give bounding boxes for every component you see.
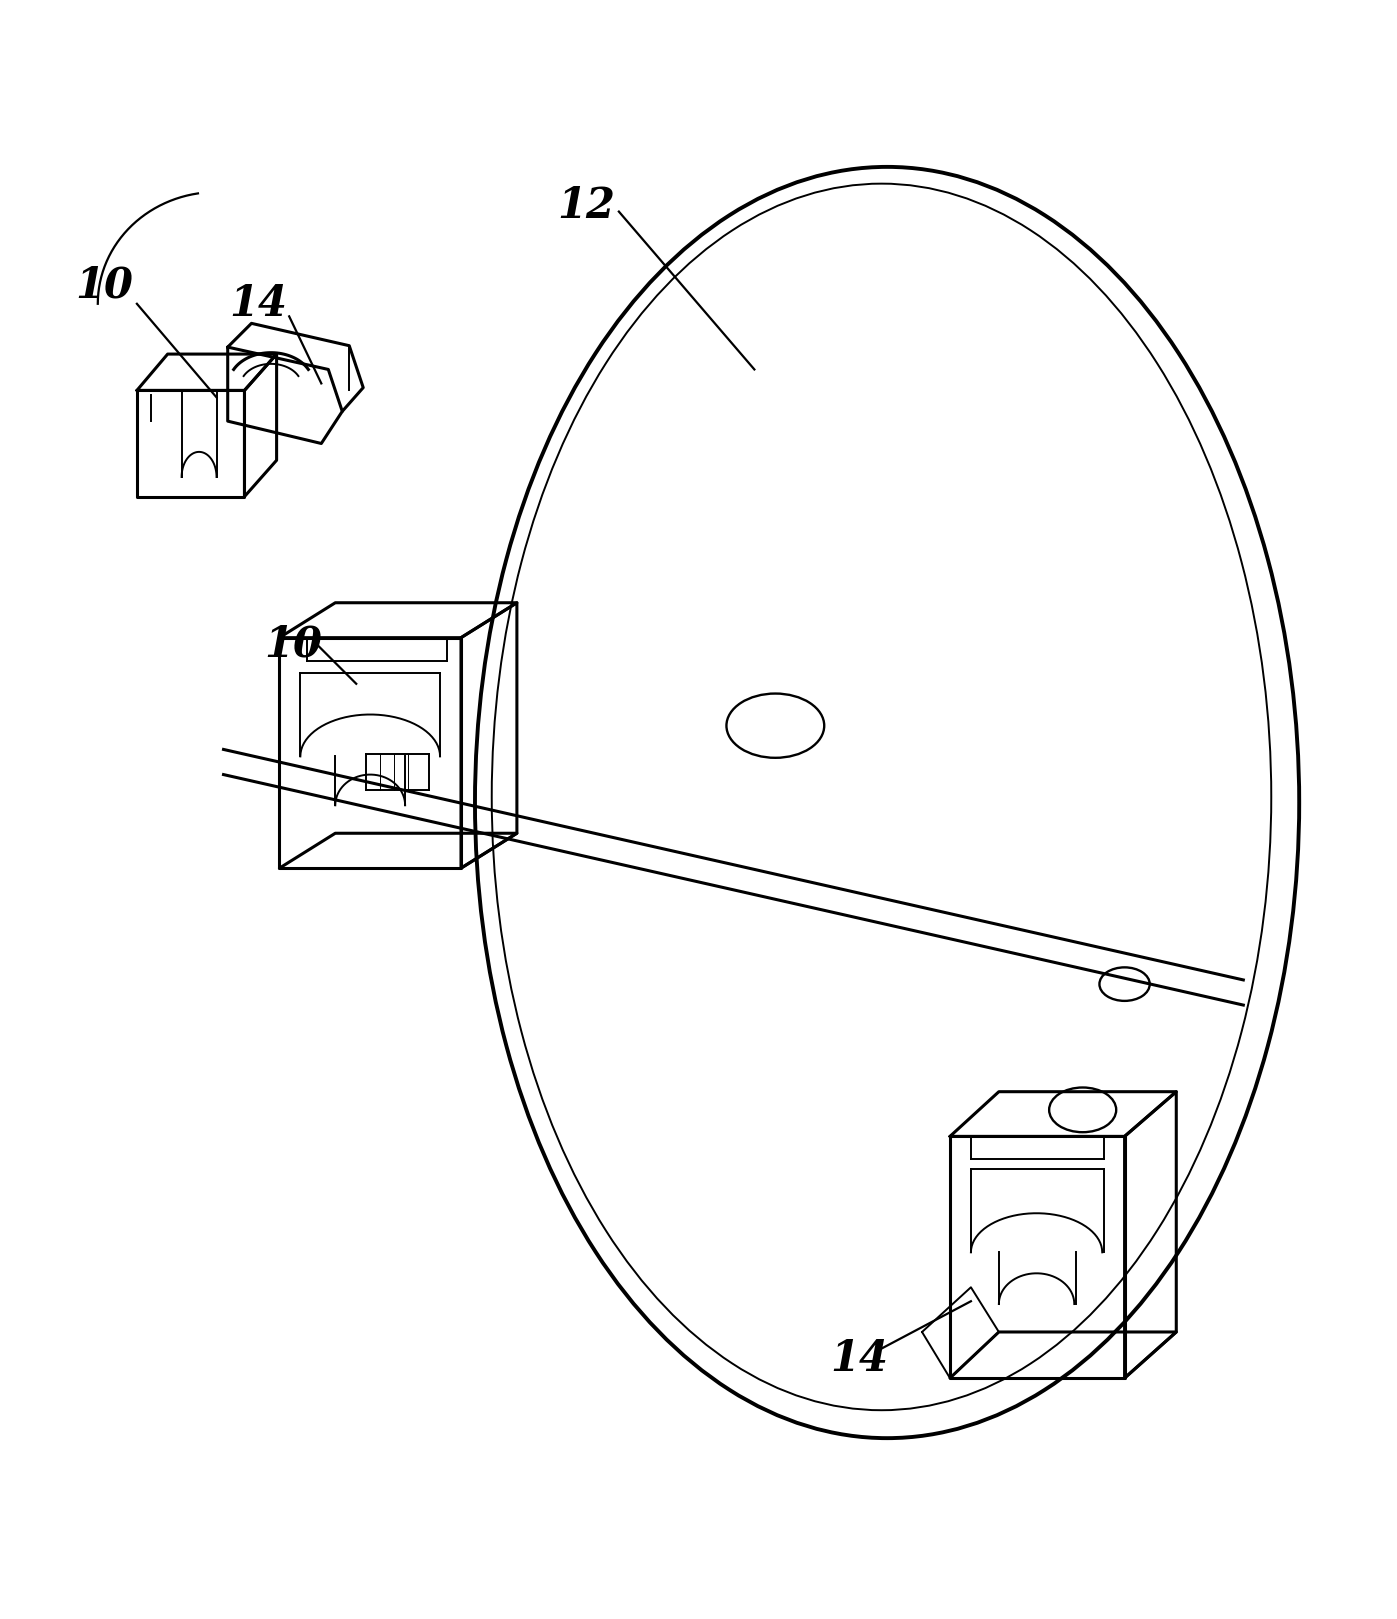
Text: 14: 14 (830, 1337, 888, 1379)
Text: 10: 10 (75, 264, 134, 306)
Text: 12: 12 (557, 185, 616, 227)
Text: 14: 14 (229, 283, 288, 325)
Text: 10: 10 (264, 623, 323, 665)
